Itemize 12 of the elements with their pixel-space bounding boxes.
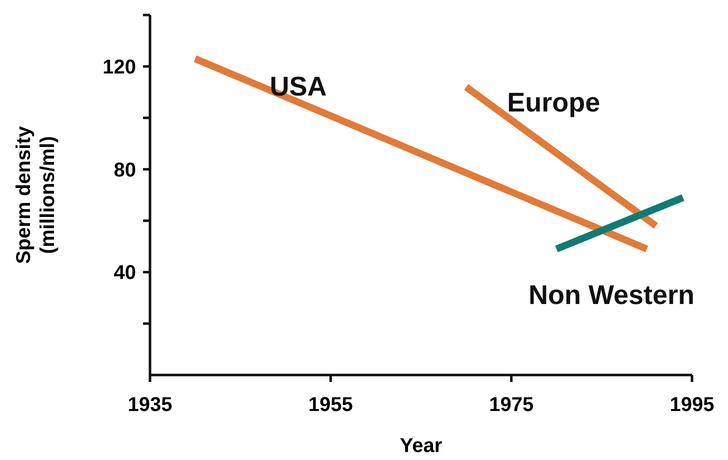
x-tick-label: 1935	[128, 394, 172, 416]
x-tick-label: 1955	[308, 394, 353, 416]
y-tick-label: 80	[114, 159, 136, 182]
x-tick-label: 1995	[670, 394, 714, 416]
y-axis-title: Sperm density (millions/ml)	[13, 125, 59, 264]
y-tick-label: 120	[102, 56, 136, 78]
series-label: Non Western	[528, 280, 695, 310]
y-tick-label: 40	[114, 262, 136, 284]
series-label: Europe	[507, 88, 600, 118]
series-label: USA	[270, 71, 327, 102]
x-axis-title: Year	[400, 435, 442, 457]
x-tick-label: 1975	[489, 394, 534, 416]
